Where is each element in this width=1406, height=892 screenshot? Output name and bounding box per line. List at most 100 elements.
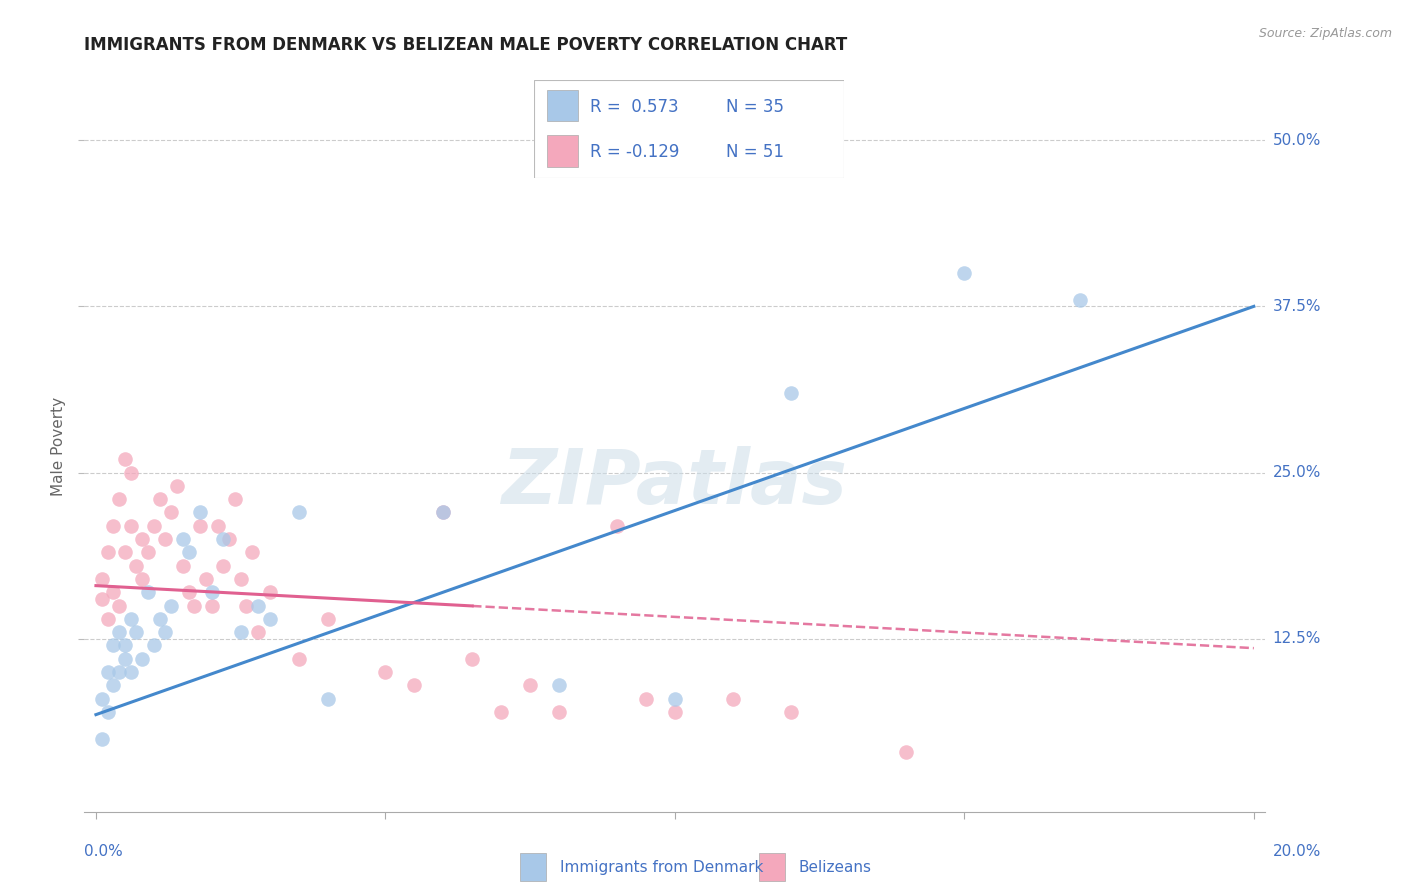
Point bbox=[103, 639, 125, 653]
Text: N = 51: N = 51 bbox=[725, 143, 785, 161]
Y-axis label: Male Poverty: Male Poverty bbox=[51, 396, 66, 496]
Text: Source: ZipAtlas.com: Source: ZipAtlas.com bbox=[1258, 27, 1392, 40]
Point bbox=[177, 545, 200, 559]
Point bbox=[259, 612, 281, 626]
Point bbox=[207, 518, 229, 533]
Point bbox=[120, 665, 142, 679]
Text: 37.5%: 37.5% bbox=[1272, 299, 1320, 314]
Text: R =  0.573: R = 0.573 bbox=[591, 98, 679, 116]
Point bbox=[120, 612, 142, 626]
Point bbox=[125, 558, 148, 573]
Text: R = -0.129: R = -0.129 bbox=[591, 143, 679, 161]
Point bbox=[108, 599, 131, 613]
Point bbox=[432, 506, 454, 520]
Point bbox=[461, 652, 484, 666]
Point bbox=[201, 599, 224, 613]
Point bbox=[172, 558, 194, 573]
Point bbox=[183, 599, 205, 613]
Text: IMMIGRANTS FROM DENMARK VS BELIZEAN MALE POVERTY CORRELATION CHART: IMMIGRANTS FROM DENMARK VS BELIZEAN MALE… bbox=[84, 36, 848, 54]
Point bbox=[96, 705, 118, 719]
Point bbox=[519, 678, 541, 692]
Point bbox=[120, 518, 142, 533]
Point bbox=[131, 532, 153, 546]
Point bbox=[160, 599, 183, 613]
Point bbox=[287, 506, 309, 520]
Point bbox=[96, 612, 118, 626]
Point bbox=[229, 625, 252, 640]
Point bbox=[316, 612, 339, 626]
Point bbox=[108, 625, 131, 640]
Point bbox=[953, 266, 976, 280]
Point bbox=[194, 572, 217, 586]
Point bbox=[316, 691, 339, 706]
Point bbox=[548, 705, 571, 719]
Point bbox=[218, 532, 240, 546]
Text: N = 35: N = 35 bbox=[725, 98, 785, 116]
Point bbox=[96, 545, 118, 559]
Point bbox=[96, 665, 118, 679]
Point bbox=[1069, 293, 1091, 307]
Text: 12.5%: 12.5% bbox=[1272, 632, 1320, 647]
Point bbox=[287, 652, 309, 666]
Point bbox=[90, 731, 112, 746]
Point bbox=[136, 585, 159, 599]
Point bbox=[160, 506, 183, 520]
Point bbox=[896, 745, 918, 759]
Point bbox=[103, 585, 125, 599]
Point bbox=[235, 599, 257, 613]
Point bbox=[224, 492, 246, 507]
Text: 0.0%: 0.0% bbox=[84, 845, 124, 859]
Point bbox=[177, 585, 200, 599]
Point bbox=[125, 625, 148, 640]
Point bbox=[90, 591, 112, 606]
Point bbox=[212, 558, 235, 573]
Point bbox=[432, 506, 454, 520]
Point bbox=[779, 705, 801, 719]
Point bbox=[108, 665, 131, 679]
Point bbox=[114, 545, 136, 559]
Point bbox=[721, 691, 744, 706]
Point bbox=[188, 518, 211, 533]
Point bbox=[155, 532, 177, 546]
Point bbox=[240, 545, 263, 559]
Point bbox=[201, 585, 224, 599]
Point bbox=[90, 691, 112, 706]
Text: 50.0%: 50.0% bbox=[1272, 133, 1320, 147]
FancyBboxPatch shape bbox=[534, 80, 844, 178]
Point bbox=[155, 625, 177, 640]
Point bbox=[188, 506, 211, 520]
Text: Belizeans: Belizeans bbox=[799, 860, 872, 874]
Point bbox=[142, 518, 165, 533]
Point bbox=[172, 532, 194, 546]
Point bbox=[489, 705, 512, 719]
Point bbox=[212, 532, 235, 546]
Point bbox=[114, 639, 136, 653]
Point bbox=[120, 466, 142, 480]
Point bbox=[131, 572, 153, 586]
FancyBboxPatch shape bbox=[547, 136, 578, 167]
Point bbox=[166, 479, 188, 493]
Point bbox=[114, 652, 136, 666]
Point bbox=[114, 452, 136, 467]
FancyBboxPatch shape bbox=[547, 90, 578, 121]
Point bbox=[108, 492, 131, 507]
Point bbox=[103, 518, 125, 533]
Point bbox=[634, 691, 657, 706]
Point bbox=[247, 599, 270, 613]
Point bbox=[229, 572, 252, 586]
Point bbox=[149, 492, 172, 507]
Text: 25.0%: 25.0% bbox=[1272, 465, 1320, 480]
Text: Immigrants from Denmark: Immigrants from Denmark bbox=[560, 860, 763, 874]
Text: 20.0%: 20.0% bbox=[1272, 845, 1320, 859]
Point bbox=[374, 665, 396, 679]
Point bbox=[259, 585, 281, 599]
Point bbox=[606, 518, 628, 533]
Point bbox=[103, 678, 125, 692]
Point bbox=[404, 678, 426, 692]
Point bbox=[136, 545, 159, 559]
Point bbox=[131, 652, 153, 666]
Point bbox=[548, 678, 571, 692]
Text: ZIPatlas: ZIPatlas bbox=[502, 446, 848, 519]
Point bbox=[149, 612, 172, 626]
Point bbox=[779, 385, 801, 400]
